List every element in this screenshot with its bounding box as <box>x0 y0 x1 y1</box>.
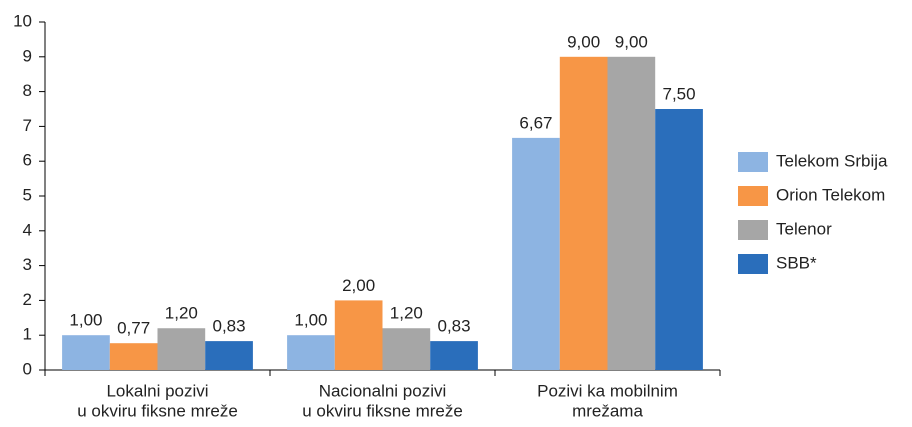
bar <box>512 137 560 370</box>
y-tick-label: 2 <box>23 290 32 309</box>
y-tick-label: 4 <box>23 220 32 239</box>
bar <box>287 335 335 370</box>
y-tick-label: 10 <box>13 11 32 30</box>
value-label: 9,00 <box>567 32 600 51</box>
bar <box>559 56 608 371</box>
x-tick-label: Lokalni pozivi <box>106 381 208 400</box>
bar <box>157 328 206 370</box>
value-label: 9,00 <box>615 32 648 51</box>
y-tick-label: 5 <box>23 185 32 204</box>
bar <box>109 343 158 370</box>
y-tick-label: 0 <box>23 359 32 378</box>
bar <box>607 56 656 371</box>
x-tick-label: Nacionalni pozivi <box>319 381 447 400</box>
value-label: 2,00 <box>342 276 375 295</box>
y-tick-label: 6 <box>23 151 32 170</box>
legend-label: Orion Telekom <box>776 185 885 204</box>
value-label: 1,00 <box>294 311 327 330</box>
y-tick-label: 7 <box>23 116 32 135</box>
bar <box>62 335 110 370</box>
value-label: 0,77 <box>117 319 150 338</box>
legend-label: Telekom Srbija <box>776 151 888 170</box>
x-tick-label: Pozivi ka mobilnim <box>537 381 678 400</box>
value-label: 7,50 <box>663 84 696 103</box>
bar <box>382 328 431 370</box>
value-label: 1,00 <box>69 311 102 330</box>
legend-label: Telenor <box>776 219 832 238</box>
bar <box>430 341 478 370</box>
value-label: 1,20 <box>390 304 423 323</box>
legend-swatch <box>738 254 768 274</box>
legend-label: SBB* <box>776 253 817 272</box>
bar <box>205 341 253 370</box>
value-label: 0,83 <box>438 317 471 336</box>
value-label: 1,20 <box>165 304 198 323</box>
y-tick-label: 9 <box>23 46 32 65</box>
x-tick-label: u okviru fiksne mreže <box>302 401 463 420</box>
bar <box>334 300 383 370</box>
x-tick-label: mrežama <box>572 401 643 420</box>
legend-swatch <box>738 220 768 240</box>
bar <box>655 109 703 370</box>
legend-swatch <box>738 152 768 172</box>
legend-swatch <box>738 186 768 206</box>
y-tick-label: 3 <box>23 255 32 274</box>
y-tick-label: 1 <box>23 325 32 344</box>
value-label: 0,83 <box>213 317 246 336</box>
x-tick-label: u okviru fiksne mreže <box>77 401 238 420</box>
value-label: 6,67 <box>519 113 552 132</box>
y-tick-label: 8 <box>23 81 32 100</box>
